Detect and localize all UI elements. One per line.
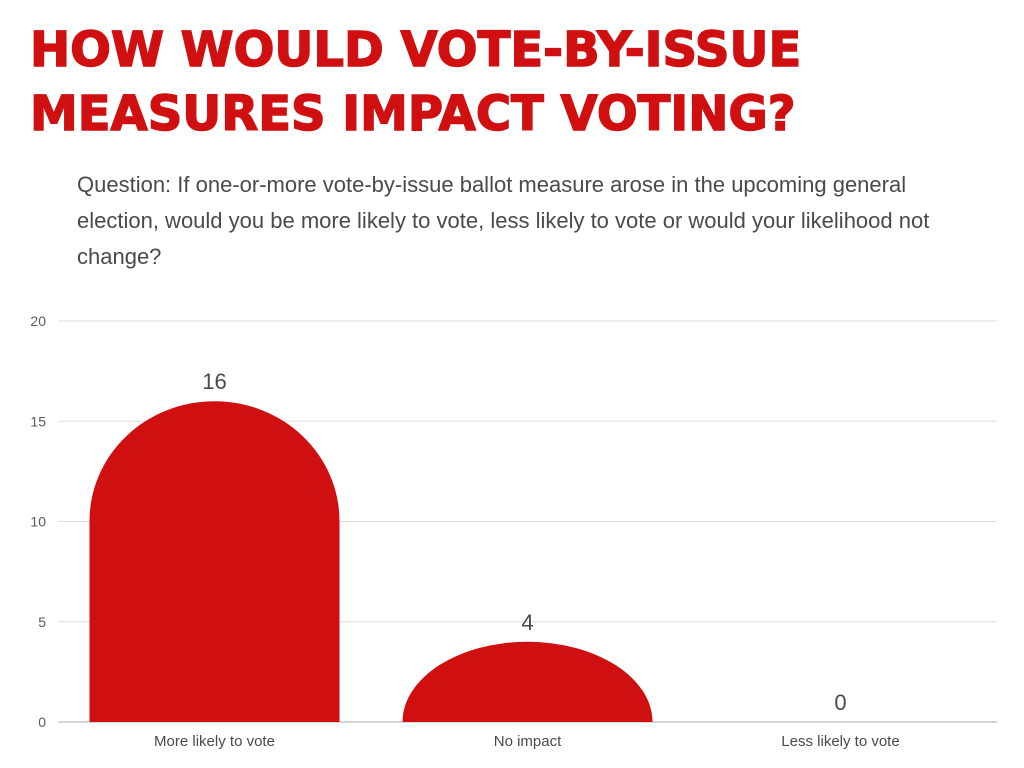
y-tick-label: 20 (30, 313, 46, 329)
x-tick-label: Less likely to vote (781, 733, 899, 750)
y-tick-label: 5 (38, 614, 46, 630)
data-label: 4 (521, 610, 533, 635)
y-tick-label: 15 (30, 413, 46, 429)
chart-title: HOW WOULD VOTE-BY-ISSUE MEASURES IMPACT … (29, 18, 1010, 146)
y-tick-label: 10 (30, 514, 46, 530)
x-tick-label: More likely to vote (154, 733, 275, 750)
bar (402, 641, 653, 722)
question-text: Question: If one-or-more vote-by-issue b… (77, 172, 930, 269)
x-tick-label: No impact (494, 733, 562, 750)
data-label: 16 (202, 369, 226, 394)
title-line-2: MEASURES IMPACT VOTING? (29, 85, 796, 143)
title-line-1: HOW WOULD VOTE-BY-ISSUE (29, 21, 802, 79)
y-tick-label: 0 (38, 714, 46, 730)
bar (89, 401, 340, 722)
data-label: 0 (834, 690, 846, 715)
